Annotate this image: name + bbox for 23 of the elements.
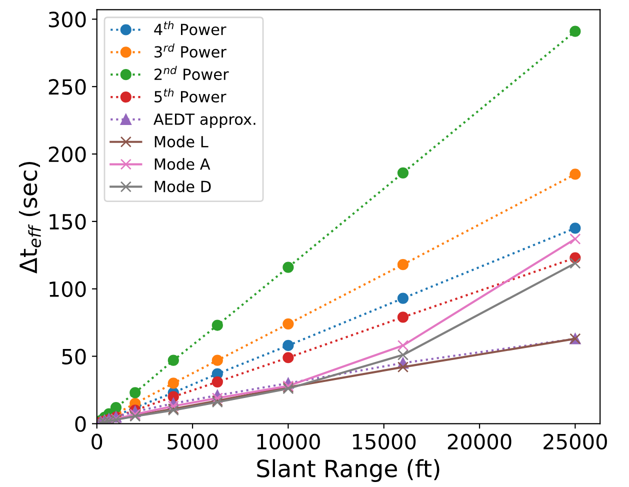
legend-label: 4$^{th}$ Power bbox=[154, 21, 226, 36]
y-tick-label: 250 bbox=[48, 79, 86, 95]
legend-label: Mode D bbox=[154, 180, 211, 192]
legend-label: Mode A bbox=[154, 158, 210, 170]
legend-label: AEDT approx. bbox=[154, 114, 256, 128]
legend-label: Mode L bbox=[154, 136, 208, 148]
x-tick-label: 10000 bbox=[257, 434, 320, 450]
x-tick-label: 20000 bbox=[448, 434, 512, 450]
y-tick-label: 100 bbox=[50, 281, 86, 298]
x-tick-label: 5000 bbox=[168, 434, 218, 450]
y-axis-title: Δt$_{eff}$ (sec) bbox=[18, 162, 41, 274]
legend-label: 5$^{th}$ Power bbox=[154, 88, 226, 103]
x-tick-label: 15000 bbox=[353, 434, 416, 450]
x-tick-label: 0 bbox=[92, 434, 102, 450]
x-axis-title: Slant Range (ft) bbox=[257, 459, 440, 482]
legend-label: 3$^{rd}$ Power bbox=[154, 43, 226, 58]
y-tick-label: 150 bbox=[50, 214, 86, 230]
x-tick-label: 25000 bbox=[544, 434, 607, 450]
y-tick-label: 50 bbox=[62, 348, 86, 364]
y-tick-label: 200 bbox=[48, 146, 86, 162]
y-tick-label: 0 bbox=[75, 416, 86, 432]
legend-label: 2$^{nd}$ Power bbox=[154, 66, 229, 80]
y-tick-label: 300 bbox=[48, 12, 86, 28]
